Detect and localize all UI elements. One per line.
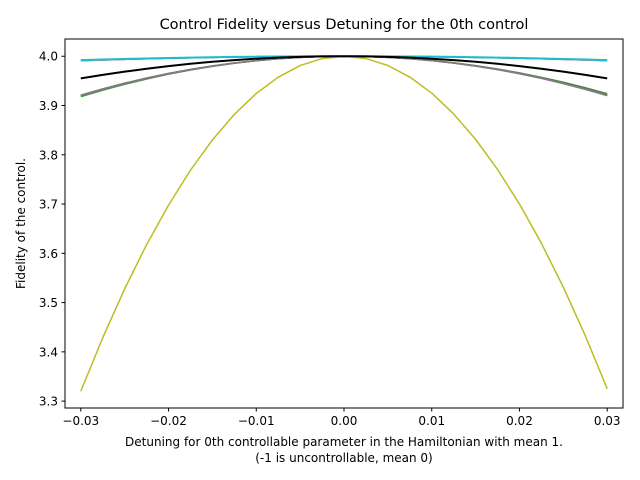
x-axis-label: Detuning for 0th controllable parameter …	[125, 435, 563, 449]
x-axis-ticks: −0.03 −0.02 −0.01 0.00 0.01 0.02 0.03	[62, 408, 621, 428]
x-tick-label: 0.00	[331, 414, 358, 428]
y-tick-label: 3.6	[39, 247, 58, 261]
y-tick-label: 3.8	[39, 148, 58, 162]
x-tick-label: 0.03	[594, 414, 621, 428]
series-line-10	[80, 55, 608, 80]
plot-series	[80, 55, 608, 392]
x-tick-label: −0.01	[238, 414, 275, 428]
y-tick-label: 3.5	[39, 296, 58, 310]
y-tick-label: 3.7	[39, 198, 58, 212]
x-tick-label: 0.01	[418, 414, 445, 428]
y-tick-label: 3.9	[39, 99, 58, 113]
y-tick-label: 3.4	[39, 345, 58, 359]
y-tick-label: 3.3	[39, 395, 58, 409]
x-axis-label-line2: (-1 is uncontrollable, mean 0)	[255, 451, 432, 465]
chart-title: Control Fidelity versus Detuning for the…	[160, 17, 529, 33]
x-tick-label: −0.03	[62, 414, 99, 428]
y-axis-label: Fidelity of the control.	[14, 158, 28, 289]
x-tick-label: 0.02	[506, 414, 533, 428]
y-axis-ticks: 3.3 3.4 3.5 3.6 3.7 3.8 3.9 4.0	[39, 50, 65, 409]
x-tick-label: −0.02	[150, 414, 187, 428]
y-tick-label: 4.0	[39, 50, 58, 64]
